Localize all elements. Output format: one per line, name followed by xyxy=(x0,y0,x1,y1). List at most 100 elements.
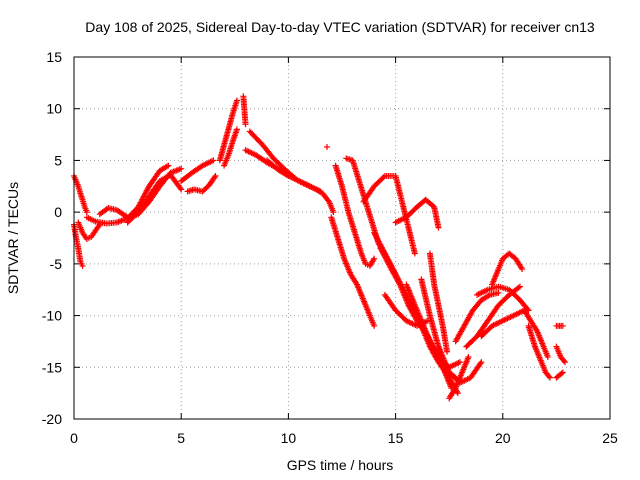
data-point-fill xyxy=(346,269,353,276)
data-point-fill xyxy=(486,325,493,332)
data-point-fill xyxy=(186,171,193,178)
series-arc-early-b xyxy=(71,172,90,216)
data-point-fill xyxy=(323,196,330,203)
data-point-fill xyxy=(455,359,462,366)
y-tick-label: 0 xyxy=(54,204,62,220)
data-point-fill xyxy=(72,176,79,183)
data-point-fill xyxy=(400,315,407,322)
series-arc-decline-3 xyxy=(263,157,313,190)
ticks-layer: 0 5 10 15 20 25 -20 -15 -10 -5 0 5 10 15 xyxy=(42,49,618,446)
series-arc-19h-c xyxy=(478,307,528,340)
data-point-fill xyxy=(380,174,387,181)
data-point-fill xyxy=(541,367,548,374)
grid-layer xyxy=(74,57,610,419)
data-point-fill xyxy=(340,254,347,261)
data-point-fill xyxy=(229,112,236,119)
data-point-fill xyxy=(83,207,90,214)
data-point-fill xyxy=(559,356,566,363)
data-point-fill xyxy=(370,321,377,328)
data-point-fill xyxy=(294,177,301,184)
data-point-fill xyxy=(545,373,552,380)
series-arc-peak-1 xyxy=(216,97,240,164)
series-arc-11h xyxy=(306,183,337,216)
y-tick-label: 15 xyxy=(46,49,62,65)
data-point-fill xyxy=(112,219,119,226)
series-arc-12h-isolated xyxy=(323,143,330,150)
data-point-fill xyxy=(81,202,88,209)
series-arc-peak-isolated xyxy=(240,93,249,128)
series-arc-rise-3 xyxy=(124,171,185,226)
data-point-fill xyxy=(398,197,405,204)
data-point-fill xyxy=(426,342,433,349)
data-point-fill xyxy=(278,163,285,170)
data-point-fill xyxy=(539,342,546,349)
data-point-fill xyxy=(257,139,264,146)
data-point-fill xyxy=(411,248,418,255)
data-point-fill xyxy=(345,207,352,214)
data-point-fill xyxy=(224,127,231,134)
data-point-fill xyxy=(483,287,490,294)
data-point-fill xyxy=(531,342,538,349)
data-point-fill xyxy=(163,163,170,170)
data-point-fill xyxy=(91,229,98,236)
series-arc-22h-b xyxy=(553,343,568,366)
data-point-fill xyxy=(76,188,83,195)
x-axis-title: GPS time / hours xyxy=(287,457,394,473)
data-point xyxy=(323,143,330,150)
y-tick-label: -10 xyxy=(42,308,62,324)
y-tick-label: 5 xyxy=(54,152,62,168)
data-point-fill xyxy=(503,294,510,301)
data-point-fill xyxy=(544,352,551,359)
data-point-fill xyxy=(464,355,471,362)
data-point-fill xyxy=(208,158,215,165)
chart-title: Day 108 of 2025, Sidereal Day-to-day VTE… xyxy=(85,19,595,35)
data-point-fill xyxy=(274,165,281,172)
series-arc-19h-a xyxy=(489,250,526,288)
data-point-fill xyxy=(537,357,544,364)
data-point-fill xyxy=(493,290,500,297)
data-point-fill xyxy=(454,377,461,384)
data-point-fill xyxy=(79,195,86,202)
series-arc-21h-b xyxy=(525,322,553,381)
data-point-fill xyxy=(370,257,377,264)
data-point-fill xyxy=(557,371,564,378)
data-point-fill xyxy=(515,284,522,291)
series-arc-18h-a xyxy=(452,289,502,345)
data-point-fill xyxy=(544,372,551,379)
data-point-fill xyxy=(176,166,183,173)
data-point-fill xyxy=(485,292,492,299)
series-arc-15h-a xyxy=(392,196,442,231)
data-point-fill xyxy=(211,174,218,181)
data-point-fill xyxy=(404,300,411,307)
data-point-fill xyxy=(224,153,231,160)
data-point-fill xyxy=(112,206,119,213)
data-point-fill xyxy=(353,280,360,287)
x-tick-label: 25 xyxy=(602,430,618,446)
data-point-fill xyxy=(458,371,465,378)
y-tick-label: 10 xyxy=(46,101,62,117)
data-point-fill xyxy=(197,188,204,195)
data-point-fill xyxy=(77,257,84,264)
series-arc-21h-a xyxy=(521,307,551,360)
data-point-fill xyxy=(233,99,240,106)
data-point-fill xyxy=(428,201,435,208)
data-point-fill xyxy=(533,326,540,333)
series-arc-22h-a xyxy=(553,322,566,329)
data-point-fill xyxy=(435,223,442,230)
data-point-fill xyxy=(514,294,521,301)
x-tick-label: 10 xyxy=(281,430,297,446)
data-point-fill xyxy=(220,143,227,150)
data-point-fill xyxy=(510,253,517,260)
data-point-fill xyxy=(451,386,458,393)
data-point-fill xyxy=(233,127,240,134)
data-point-fill xyxy=(396,280,403,287)
y-tick-label: -15 xyxy=(42,359,62,375)
series-arc-early-c xyxy=(75,219,103,243)
data-point-fill xyxy=(411,206,418,213)
data-point-fill xyxy=(355,176,362,183)
data-point-fill xyxy=(477,360,484,367)
series-arc-early-a xyxy=(71,221,86,269)
series-arc-peak-2 xyxy=(221,126,240,169)
